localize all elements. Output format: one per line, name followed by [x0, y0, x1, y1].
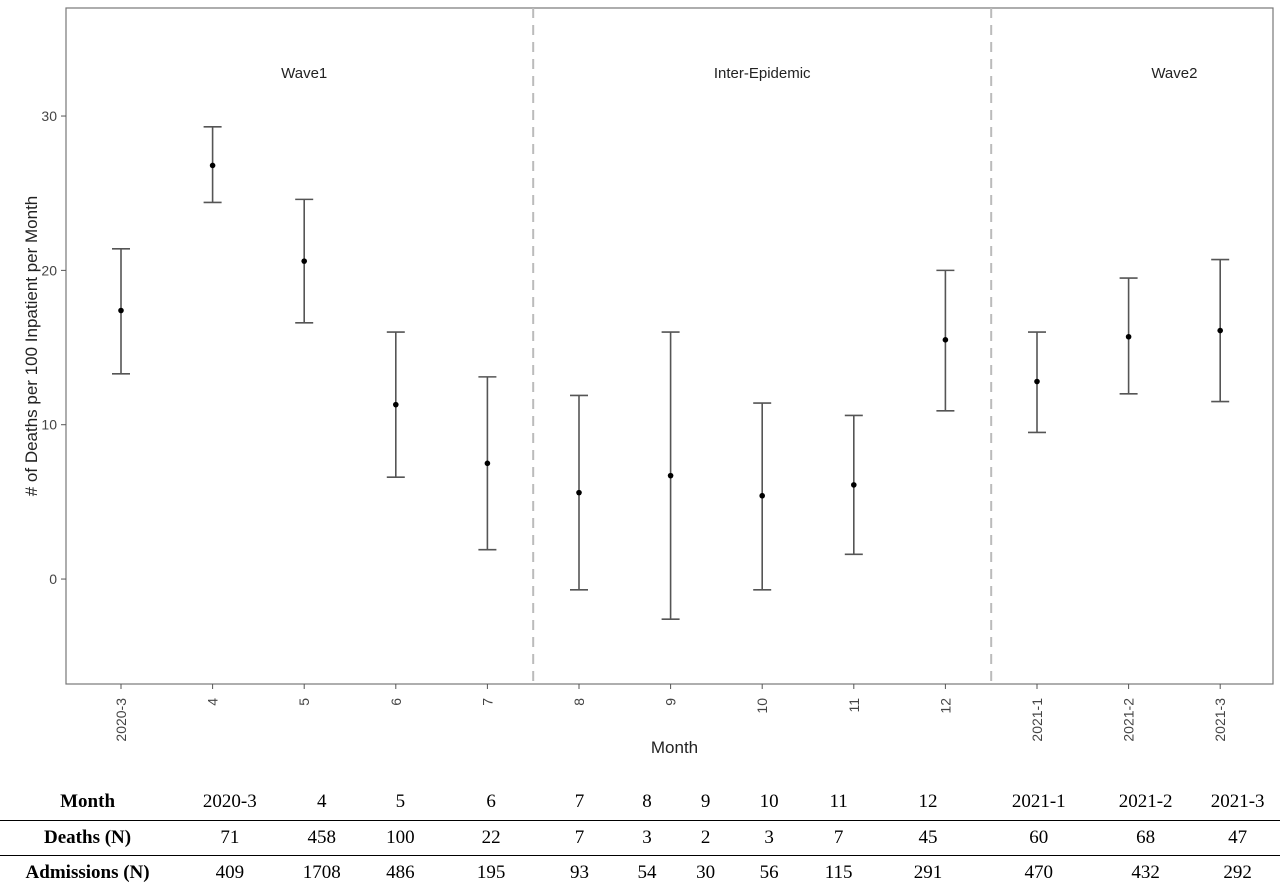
table-cell: 7	[541, 784, 618, 821]
plot-panel-border	[66, 8, 1273, 684]
x-tick-label: 12	[937, 698, 953, 714]
data-point	[576, 490, 582, 496]
x-tick-label: 2021-2	[1121, 698, 1137, 742]
table-cell: 7	[803, 821, 875, 856]
table-cell: 195	[442, 856, 541, 890]
table-cell: 1708	[284, 856, 359, 890]
x-tick-label: 9	[663, 698, 679, 706]
table-cell: 2020-3	[175, 784, 284, 821]
data-point	[1126, 334, 1132, 340]
period-annotation: Wave1	[281, 65, 327, 82]
table-cell: 2021-1	[982, 784, 1096, 821]
table-row-header: Deaths (N)	[0, 821, 175, 856]
table-cell: 6	[442, 784, 541, 821]
table-cell: 409	[175, 856, 284, 890]
table-cell: 12	[874, 784, 981, 821]
table-cell: 115	[803, 856, 875, 890]
table-cell: 8	[618, 784, 676, 821]
table-cell: 93	[541, 856, 618, 890]
data-point	[1217, 328, 1223, 334]
table-cell: 3	[735, 821, 803, 856]
table-cell: 11	[803, 784, 875, 821]
data-point	[301, 258, 307, 264]
x-tick-label: 2021-3	[1212, 698, 1228, 742]
data-point	[118, 308, 124, 314]
table-cell: 432	[1096, 856, 1195, 890]
table-cell: 100	[359, 821, 441, 856]
x-tick-label: 11	[846, 698, 862, 713]
table-cell: 470	[982, 856, 1096, 890]
table-cell: 486	[359, 856, 441, 890]
table-cell: 4	[284, 784, 359, 821]
y-tick-label: 0	[49, 571, 57, 587]
x-tick-label: 2021-1	[1029, 698, 1045, 742]
data-point	[851, 482, 857, 488]
x-tick-label: 5	[296, 698, 312, 706]
data-point	[943, 337, 949, 343]
table-cell: 10	[735, 784, 803, 821]
table-cell: 5	[359, 784, 441, 821]
data-point	[1034, 379, 1040, 385]
table-cell: 3	[618, 821, 676, 856]
table-cell: 71	[175, 821, 284, 856]
y-axis-title: # of Deaths per 100 Inpatient per Month	[22, 196, 41, 497]
x-tick-label: 7	[479, 698, 495, 706]
x-tick-label: 2020-3	[113, 698, 129, 742]
table-cell: 2021-3	[1195, 784, 1280, 821]
table-cell: 47	[1195, 821, 1280, 856]
table-cell: 56	[735, 856, 803, 890]
data-point	[668, 473, 674, 479]
chart: 0 10 20 30 2020-3 4 5 6 7 8 9 10 11 12 2021-1 2021-2 202…	[0, 0, 1280, 784]
y-tick-label: 20	[41, 262, 57, 278]
table-cell: 458	[284, 821, 359, 856]
period-annotation: Inter-Epidemic	[714, 65, 811, 82]
x-tick-label: 6	[388, 698, 404, 706]
y-tick-label: 30	[41, 108, 57, 124]
y-tick-label: 10	[41, 417, 57, 433]
x-tick-label: 4	[205, 698, 221, 706]
table-cell: 292	[1195, 856, 1280, 890]
data-point	[210, 163, 216, 169]
x-tick-label: 8	[571, 698, 587, 706]
x-tick-label: 10	[754, 698, 770, 714]
table-row-header: Month	[0, 784, 175, 821]
table-cell: 68	[1096, 821, 1195, 856]
data-point	[759, 493, 765, 499]
table-cell: 2	[676, 821, 736, 856]
data-point	[393, 402, 399, 408]
table-cell: 60	[982, 821, 1096, 856]
table-cell: 7	[541, 821, 618, 856]
period-annotation: Wave2	[1151, 65, 1197, 82]
table-row-header: Admissions (N)	[0, 856, 175, 890]
table-cell: 54	[618, 856, 676, 890]
table-cell: 291	[874, 856, 981, 890]
table-cell: 30	[676, 856, 736, 890]
table-cell: 2021-2	[1096, 784, 1195, 821]
table-cell: 45	[874, 821, 981, 856]
table-cell: 22	[442, 821, 541, 856]
table-cell: 9	[676, 784, 736, 821]
x-axis-title: Month	[651, 738, 698, 757]
data-point	[485, 460, 491, 466]
